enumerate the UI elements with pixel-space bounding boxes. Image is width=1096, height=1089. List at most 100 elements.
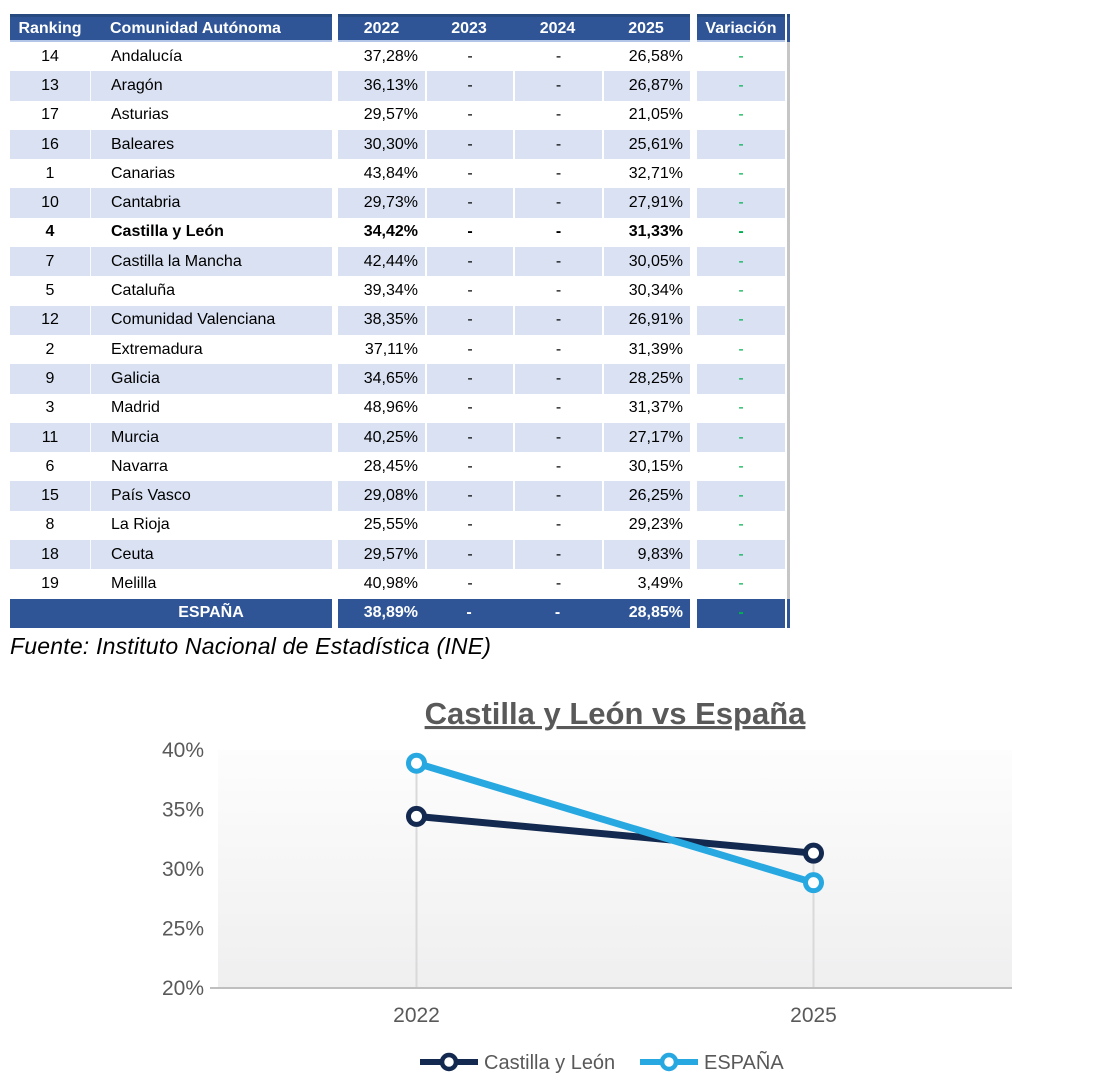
cell-variacion: - <box>738 47 744 65</box>
cell-2022: 38,35% <box>338 305 425 335</box>
table-right-edge <box>787 129 790 160</box>
cell-2023: - <box>425 42 513 72</box>
column-gap <box>690 569 697 598</box>
cell-2024: - <box>513 540 602 570</box>
cell-variacion: - <box>697 481 785 511</box>
cell-2023: - <box>425 71 513 101</box>
table-row: 18 Ceuta 29,57% - -9,83% - <box>10 540 790 570</box>
header-gap <box>690 14 697 42</box>
cell-comunidad: Asturias <box>90 100 332 130</box>
cell-2023: - <box>425 276 513 306</box>
cell-2024: - <box>513 481 602 511</box>
cell-ranking: 11 <box>10 422 90 453</box>
cell-ranking: 15 <box>10 481 90 511</box>
cell-2022: 34,42% <box>363 223 418 241</box>
x-tick-label-2025: 2025 <box>790 1004 837 1027</box>
data-point-espa-a-2025 <box>803 872 824 894</box>
cell-comunidad: Extremadura <box>90 334 332 365</box>
cell-variacion: - <box>697 71 785 101</box>
cell-2024: - <box>513 422 602 453</box>
cell-2022: 39,34% <box>363 282 418 300</box>
cell-2025: 31,33% <box>602 217 690 248</box>
column-gap <box>690 540 697 569</box>
column-header-comunidad: Comunidad Autónoma <box>110 19 281 37</box>
table-row: 19 Melilla 40,98% - -3,49% - <box>10 569 790 599</box>
cell-variacion: - <box>697 422 785 453</box>
table-row: 10 Cantabria 29,73% - -27,91% - <box>10 188 790 218</box>
column-header-2024: 2024 <box>539 19 576 37</box>
column-gap <box>690 452 697 481</box>
cell-2025: 25,61% <box>602 129 690 160</box>
data-point-castilla-y-le-n-2022 <box>406 805 427 827</box>
cell-comunidad: Murcia <box>90 422 332 453</box>
cell-2023: - <box>425 100 513 130</box>
cell-2025: 26,58% <box>602 42 690 72</box>
legend-marker-castilla-y-le-n <box>439 1052 459 1072</box>
cell-comunidad: Madrid <box>90 393 332 423</box>
cell-2025: 30,05% <box>602 247 690 277</box>
cell-variacion: - <box>697 598 785 628</box>
cell-ranking: 3 <box>45 399 55 417</box>
column-gap <box>690 423 697 452</box>
cell-2024: - <box>513 510 602 541</box>
cell-variacion: - <box>738 223 744 241</box>
cell-2023: - <box>425 569 513 599</box>
source-note: Fuente: Instituto Nacional de Estadístic… <box>10 633 492 659</box>
cell-2022: 37,11% <box>364 340 418 358</box>
cell-2022: 37,28% <box>363 47 418 65</box>
column-gap <box>690 276 697 305</box>
cell-variacion: - <box>697 364 785 394</box>
cell-2023: - <box>425 129 513 160</box>
table-right-edge <box>787 159 790 189</box>
table-row: 12 Comunidad Valenciana 38,35% - -26,91% - <box>10 305 790 335</box>
cell-2022: 40,98% <box>363 574 418 592</box>
table-row: 3 Madrid 48,96% - -31,37% - <box>10 393 790 423</box>
table-right-edge <box>787 393 790 423</box>
cell-2025: 29,23% <box>602 510 690 541</box>
column-gap <box>690 394 697 423</box>
cell-2022: 36,13% <box>338 71 425 101</box>
cell-2022: 28,45% <box>363 457 418 475</box>
cell-variacion: - <box>738 457 744 475</box>
table-right-edge <box>787 598 790 628</box>
cell-2025: 26,91% <box>602 305 690 335</box>
cell-2025: 26,25% <box>602 481 690 511</box>
table-row: 13 Aragón 36,13% - -26,87% - <box>10 71 790 101</box>
x-tick-label-2022: 2022 <box>393 1004 440 1027</box>
cell-2023: - <box>425 510 513 541</box>
cell-2025: 31,37% <box>602 393 690 423</box>
table-right-edge <box>787 276 790 306</box>
column-gap <box>690 247 697 276</box>
table-right-edge <box>787 247 790 277</box>
cell-2022: 29,08% <box>338 481 425 511</box>
y-tick-label-20: 20% <box>162 977 204 1000</box>
cell-comunidad: Cataluña <box>90 276 332 306</box>
cell-2025: 32,71% <box>602 159 690 189</box>
table-row: 16 Baleares 30,30% - -25,61% - <box>10 129 790 160</box>
column-gap <box>690 101 697 130</box>
table-right-edge <box>787 364 790 394</box>
cell-2024: - <box>513 71 602 101</box>
column-gap <box>690 335 697 364</box>
cell-variacion: - <box>738 516 744 534</box>
cell-comunidad: Aragón <box>90 71 332 101</box>
cell-2024: - <box>513 129 602 160</box>
cell-ranking: 16 <box>10 129 90 160</box>
cell-ranking: 6 <box>45 457 55 475</box>
cell-comunidad: Galicia <box>90 364 332 394</box>
cell-2025: 28,25% <box>602 364 690 394</box>
column-gap <box>690 306 697 335</box>
table-row: 14 Andalucía 37,28% - -26,58% - <box>10 42 790 72</box>
cell-ranking: 17 <box>41 106 59 124</box>
cell-ranking: 7 <box>10 247 90 277</box>
cell-2023: - <box>425 393 513 423</box>
data-point-espa-a-2022 <box>406 752 427 774</box>
cell-ranking: 12 <box>10 305 90 335</box>
legend-item-castilla-y-le-n: Castilla y León <box>420 1052 615 1074</box>
cell-ranking: 5 <box>45 282 55 300</box>
cell-variacion: - <box>697 129 785 160</box>
cell-2024: - <box>513 569 602 599</box>
cell-2022: 43,84% <box>363 164 418 182</box>
cell-2022: 40,25% <box>338 422 425 453</box>
chart-title: Castilla y León vs España <box>425 696 807 731</box>
